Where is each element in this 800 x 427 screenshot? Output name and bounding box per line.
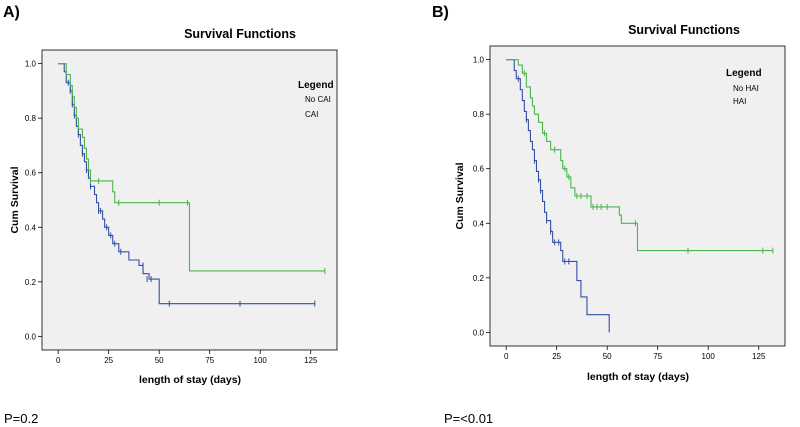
panel-b-y-tick-label: 1.0 <box>473 56 485 65</box>
panel-a-chart-title: Survival Functions <box>184 27 296 41</box>
panel-a-legend-item-cai: CAI <box>305 110 318 119</box>
panel-b-x-axis-label: length of stay (days) <box>587 371 689 383</box>
panel-b-legend-item-no-hai: No HAI <box>733 84 759 93</box>
panel-b-y-tick-label: 0.8 <box>473 110 485 119</box>
panel-b-y-tick-label: 0.0 <box>473 328 485 337</box>
panel-b-y-tick-label: 0.2 <box>473 274 485 283</box>
panel-a-x-axis-label: length of stay (days) <box>139 374 241 386</box>
panel-a-y-ticks: 0.0 0.2 0.4 0.6 0.8 1.0 <box>25 60 42 341</box>
panel-a-letter: A) <box>3 4 20 21</box>
panel-a-x-tick-label: 125 <box>304 356 318 365</box>
panel-b: B) Survival Functions 0.0 0.2 0.4 0.6 0.8 1.0… <box>432 4 786 426</box>
panel-b-x-tick-label: 100 <box>702 352 716 361</box>
panel-a-y-tick-label: 0.4 <box>25 223 37 232</box>
panel-b-survival-curve-1 <box>506 59 610 333</box>
panel-a: A) Survival Functions 0.0 0.2 0.4 0.6 0.8 1.0… <box>3 4 338 426</box>
panel-b-p-value: P=<0.01 <box>444 411 493 426</box>
panel-b-x-ticks: 0 25 50 75 100 125 <box>504 346 766 361</box>
panel-b-legend: Legend No HAI HAI <box>726 68 762 106</box>
panel-a-x-tick-label: 50 <box>155 356 164 365</box>
panel-b-x-tick-label: 0 <box>504 352 509 361</box>
panel-a-plot-area <box>41 49 338 351</box>
panel-a-x-tick-label: 25 <box>104 356 113 365</box>
panel-b-legend-title: Legend <box>726 68 762 79</box>
panel-a-y-tick-label: 0.6 <box>25 169 37 178</box>
panel-b-legend-item-hai: HAI <box>733 97 746 106</box>
panel-a-survival-curve-2 <box>58 63 325 272</box>
panel-b-x-tick-label: 125 <box>752 352 766 361</box>
panel-a-p-value: P=0.2 <box>4 411 38 426</box>
panel-b-y-tick-label: 0.6 <box>473 165 485 174</box>
panel-a-y-tick-label: 0.2 <box>25 278 37 287</box>
panel-a-y-tick-label: 0.0 <box>25 332 37 341</box>
panel-b-x-tick-label: 75 <box>653 352 662 361</box>
panel-b-y-ticks: 0.0 0.2 0.4 0.6 0.8 1.0 <box>473 56 490 337</box>
panel-b-letter: B) <box>432 4 449 21</box>
panel-a-legend-item-no-cai: No CAI <box>305 95 331 104</box>
panel-a-legend-title: Legend <box>298 80 334 91</box>
panel-b-x-tick-label: 25 <box>552 352 561 361</box>
panel-b-y-axis-label: Cum Survival <box>454 162 466 229</box>
panel-a-curves <box>58 63 326 307</box>
panel-a-x-tick-label: 100 <box>254 356 268 365</box>
panel-a-y-axis-label: Cum Survival <box>9 166 21 233</box>
panel-b-plot-area <box>489 45 786 347</box>
panel-a-x-tick-label: 75 <box>205 356 214 365</box>
panel-b-y-tick-label: 0.4 <box>473 219 485 228</box>
panel-b-chart-title: Survival Functions <box>628 23 740 37</box>
panel-a-y-tick-label: 1.0 <box>25 60 37 69</box>
panel-a-y-tick-label: 0.8 <box>25 114 37 123</box>
panel-b-x-tick-label: 50 <box>603 352 612 361</box>
panel-a-legend: Legend No CAI CAI <box>298 80 334 119</box>
panel-a-x-tick-label: 0 <box>56 356 61 365</box>
panel-b-survival-curve-2 <box>506 59 773 252</box>
panel-b-curves <box>506 59 774 333</box>
panel-a-x-ticks: 0 25 50 75 100 125 <box>56 350 318 365</box>
